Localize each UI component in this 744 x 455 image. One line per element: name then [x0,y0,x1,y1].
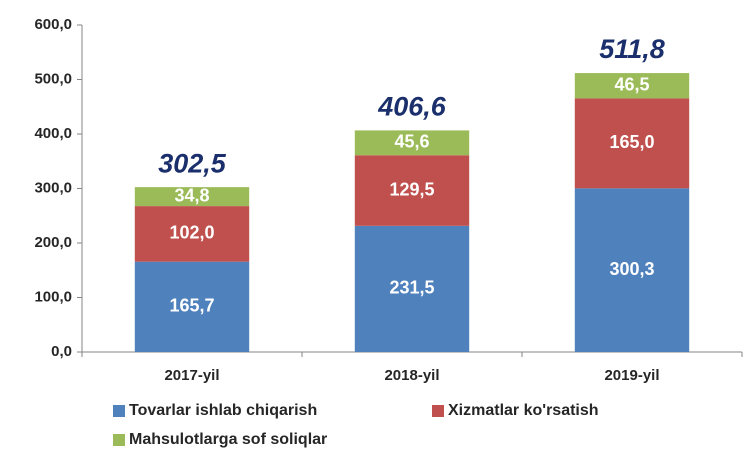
bar-segment [574,73,690,99]
data-label: 45,6 [394,132,429,152]
bar-segment [574,98,690,189]
data-label: 165,7 [169,296,214,316]
y-tick-label: 400,0 [34,125,72,142]
total-label: 511,8 [599,34,665,64]
data-label: 102,0 [169,223,214,243]
y-tick-label: 0,0 [51,343,72,360]
y-tick-label: 600,0 [34,16,72,33]
bar-segment [354,225,470,352]
data-label: 231,5 [389,278,434,298]
legend-label: Tovarlar ishlab chiqarish [129,402,317,419]
data-label: 34,8 [174,185,209,205]
legend-swatch [113,405,125,417]
x-tick-label: 2019-yil [604,367,659,384]
bar-segment [134,206,250,262]
y-tick-label: 200,0 [34,234,72,251]
data-label: 46,5 [614,74,649,94]
x-tick-label: 2017-yil [164,367,219,384]
legend-swatch [432,405,444,417]
x-tick-label: 2018-yil [384,367,439,384]
legend-swatch [113,434,125,446]
bar-segment [574,188,690,352]
bar-segment [134,261,250,352]
total-label: 302,5 [158,148,227,178]
data-label: 129,5 [389,179,434,199]
legend-label: Mahsulotlarga sof soliqlar [129,431,327,448]
data-label: 300,3 [609,259,654,279]
bar-segment [134,187,250,207]
data-label: 165,0 [609,132,654,152]
total-label: 406,6 [377,92,447,122]
y-tick-label: 100,0 [34,288,72,305]
bar-segment [354,155,470,226]
y-tick-label: 500,0 [34,70,72,87]
bar-segment [354,130,470,156]
y-tick-label: 300,0 [34,179,72,196]
legend-label: Xizmatlar ko'rsatish [448,402,599,419]
